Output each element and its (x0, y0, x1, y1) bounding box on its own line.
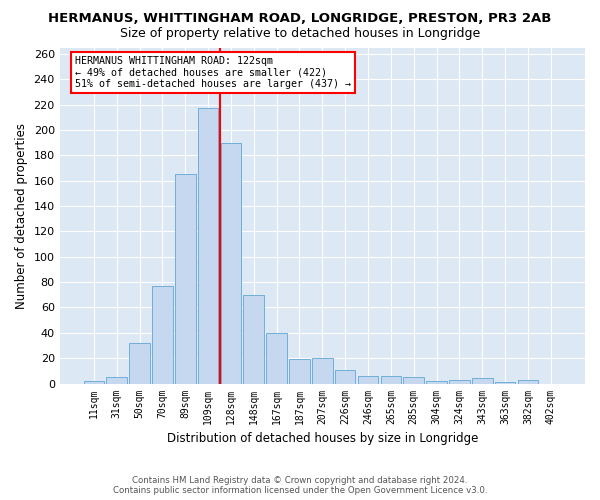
Bar (518, 380, 538, 384)
Bar (106, 377, 127, 384)
Text: Size of property relative to detached houses in Longridge: Size of property relative to detached ho… (120, 28, 480, 40)
Bar (129, 343, 150, 384)
Bar (244, 295, 264, 384)
Bar (83, 381, 104, 384)
Bar (449, 380, 470, 384)
Bar (427, 381, 447, 384)
Bar (198, 108, 218, 384)
Bar (403, 377, 424, 384)
Text: HERMANUS WHITTINGHAM ROAD: 122sqm
← 49% of detached houses are smaller (422)
51%: HERMANUS WHITTINGHAM ROAD: 122sqm ← 49% … (76, 56, 352, 89)
Bar (358, 376, 379, 384)
Bar (289, 360, 310, 384)
Bar (152, 286, 173, 384)
Bar (312, 358, 332, 384)
Bar (175, 174, 196, 384)
Text: Contains HM Land Registry data © Crown copyright and database right 2024.
Contai: Contains HM Land Registry data © Crown c… (113, 476, 487, 495)
Text: HERMANUS, WHITTINGHAM ROAD, LONGRIDGE, PRESTON, PR3 2AB: HERMANUS, WHITTINGHAM ROAD, LONGRIDGE, P… (49, 12, 551, 26)
Bar (221, 142, 241, 384)
X-axis label: Distribution of detached houses by size in Longridge: Distribution of detached houses by size … (167, 432, 478, 445)
Bar (495, 382, 515, 384)
Bar (380, 376, 401, 384)
Y-axis label: Number of detached properties: Number of detached properties (15, 122, 28, 308)
Bar (472, 378, 493, 384)
Bar (266, 333, 287, 384)
Bar (335, 370, 355, 384)
